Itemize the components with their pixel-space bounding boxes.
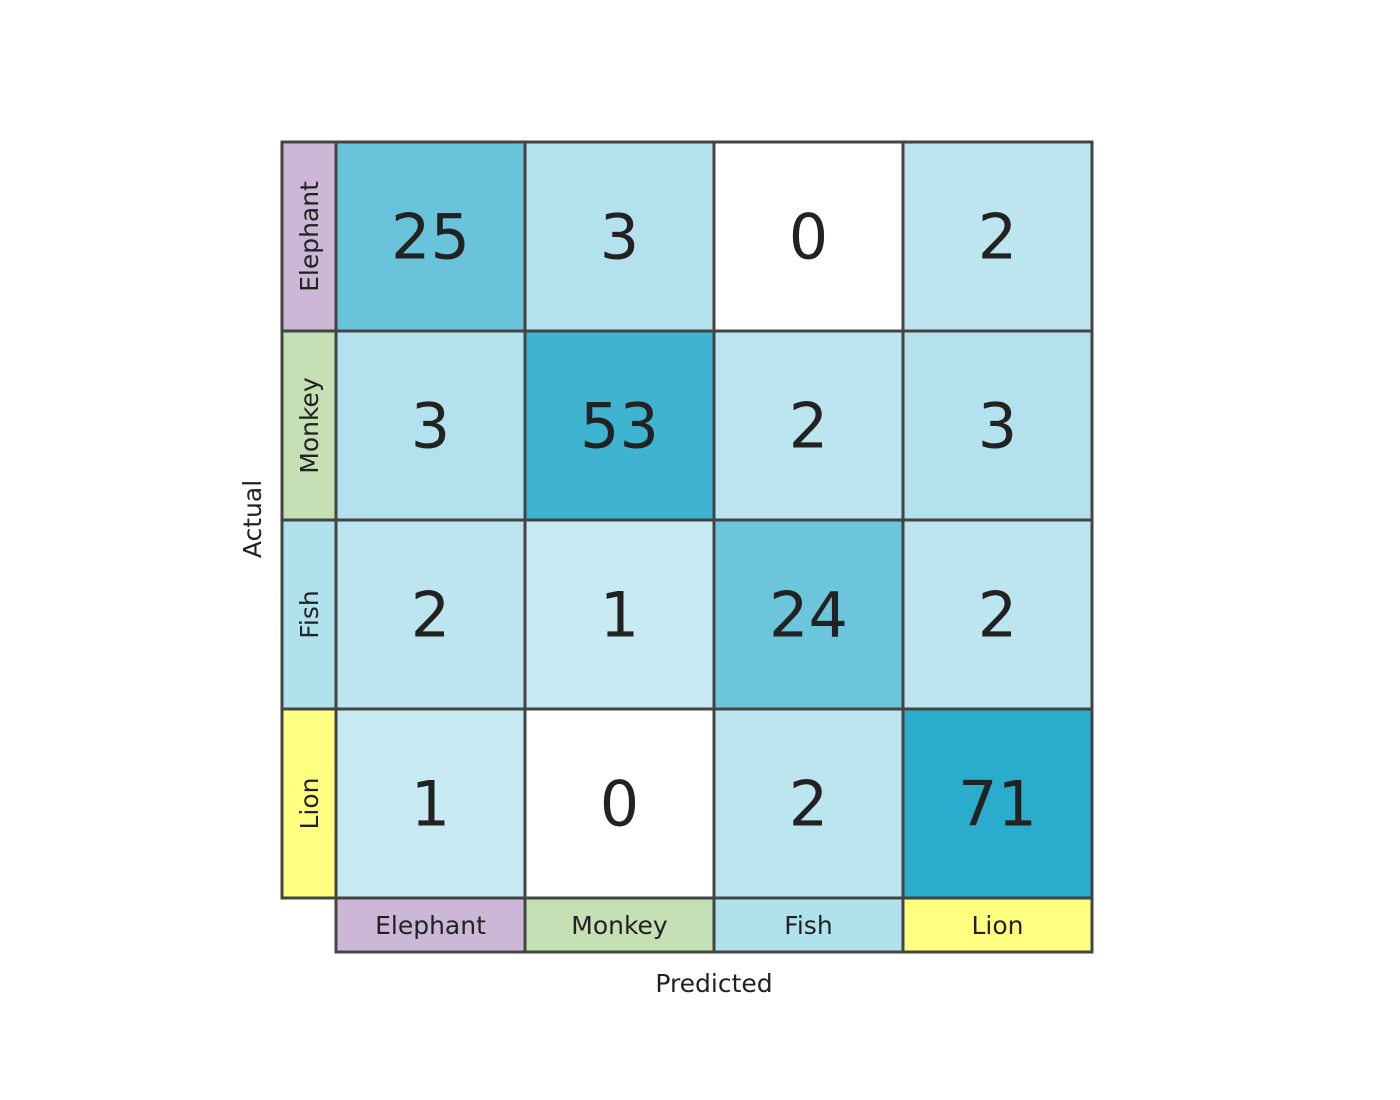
col-tick-label-elephant: Elephant — [375, 911, 486, 940]
cell-value-elephant-monkey: 3 — [600, 201, 639, 274]
cell-value-fish-elephant: 2 — [411, 579, 450, 652]
cell-value-monkey-monkey: 53 — [580, 390, 659, 463]
cell-elephant-lion — [901, 140, 1094, 333]
row-label-bg-monkey — [280, 329, 338, 522]
x-axis-title: Predicted — [655, 969, 772, 998]
cell-value-elephant-fish: 0 — [789, 201, 828, 274]
cell-fish-lion — [901, 518, 1094, 711]
row-label-bg-lion — [280, 707, 338, 900]
cell-value-fish-fish: 24 — [769, 579, 848, 652]
actual-tick-labels: Elephant Monkey Fish Lion — [280, 140, 338, 900]
col-label-bg-monkey — [523, 896, 716, 954]
row-label-bg-fish — [280, 518, 338, 711]
cell-value-fish-lion: 2 — [978, 579, 1017, 652]
cell-value-lion-fish: 2 — [789, 768, 828, 841]
cell-fish-monkey — [523, 518, 716, 711]
col-tick-label-fish: Fish — [784, 911, 832, 940]
cell-value-monkey-lion: 3 — [978, 390, 1017, 463]
predicted-tick-labels: Elephant Monkey Fish Lion — [334, 896, 1094, 954]
row-tick-label-monkey: Monkey — [295, 377, 324, 474]
cell-elephant-monkey — [523, 140, 716, 333]
col-label-bg-fish — [712, 896, 905, 954]
col-label-bg-elephant — [334, 896, 527, 954]
y-axis-title: Actual — [238, 480, 267, 558]
cell-value-lion-lion: 71 — [958, 768, 1037, 841]
cell-value-lion-elephant: 1 — [411, 768, 450, 841]
col-tick-label-lion: Lion — [971, 911, 1023, 940]
cell-monkey-lion — [901, 329, 1094, 522]
cell-lion-monkey — [523, 707, 716, 900]
cell-value-monkey-fish: 2 — [789, 390, 828, 463]
row-tick-label-fish: Fish — [295, 590, 324, 638]
cell-lion-lion — [901, 707, 1094, 900]
row-tick-label-lion: Lion — [295, 777, 324, 829]
col-tick-label-monkey: Monkey — [571, 911, 668, 940]
cell-elephant-fish — [712, 140, 905, 333]
cell-elephant-elephant — [334, 140, 527, 333]
cell-value-lion-monkey: 0 — [600, 768, 639, 841]
matrix-cells: 25 3 0 2 3 53 2 3 2 1 24 2 1 0 2 71 — [334, 140, 1094, 900]
cell-value-fish-monkey: 1 — [600, 579, 639, 652]
row-tick-label-elephant: Elephant — [295, 181, 324, 292]
col-label-bg-lion — [901, 896, 1094, 954]
row-label-bg-elephant — [280, 140, 338, 333]
cell-monkey-monkey — [523, 329, 716, 522]
cell-value-elephant-lion: 2 — [978, 201, 1017, 274]
cell-value-elephant-elephant: 25 — [391, 201, 470, 274]
cell-value-monkey-elephant: 3 — [411, 390, 450, 463]
